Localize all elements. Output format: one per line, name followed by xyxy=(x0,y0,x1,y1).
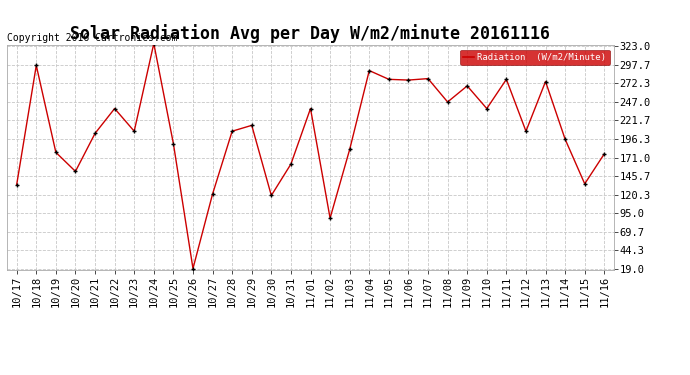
Point xyxy=(481,105,492,111)
Point xyxy=(286,161,297,167)
Point xyxy=(168,141,179,147)
Point xyxy=(501,76,512,82)
Point xyxy=(207,191,218,197)
Point xyxy=(109,105,120,111)
Point xyxy=(148,40,159,46)
Point xyxy=(266,192,277,198)
Point xyxy=(599,151,610,157)
Point xyxy=(90,130,101,136)
Point xyxy=(364,68,375,74)
Title: Solar Radiation Avg per Day W/m2/minute 20161116: Solar Radiation Avg per Day W/m2/minute … xyxy=(70,24,551,44)
Point xyxy=(403,77,414,83)
Point xyxy=(540,78,551,84)
Legend: Radiation  (W/m2/Minute): Radiation (W/m2/Minute) xyxy=(460,50,609,65)
Point xyxy=(384,76,395,82)
Point xyxy=(344,147,355,153)
Point xyxy=(305,105,316,111)
Point xyxy=(520,128,531,134)
Point xyxy=(50,149,61,155)
Point xyxy=(462,83,473,89)
Point xyxy=(422,76,433,82)
Point xyxy=(31,63,42,69)
Point xyxy=(579,181,590,187)
Point xyxy=(246,122,257,128)
Point xyxy=(188,266,199,272)
Text: Copyright 2016 Cartronics.com: Copyright 2016 Cartronics.com xyxy=(7,33,177,43)
Point xyxy=(11,182,22,188)
Point xyxy=(226,128,237,134)
Point xyxy=(560,136,571,142)
Point xyxy=(70,168,81,174)
Point xyxy=(442,99,453,105)
Point xyxy=(129,128,140,134)
Point xyxy=(324,215,335,221)
